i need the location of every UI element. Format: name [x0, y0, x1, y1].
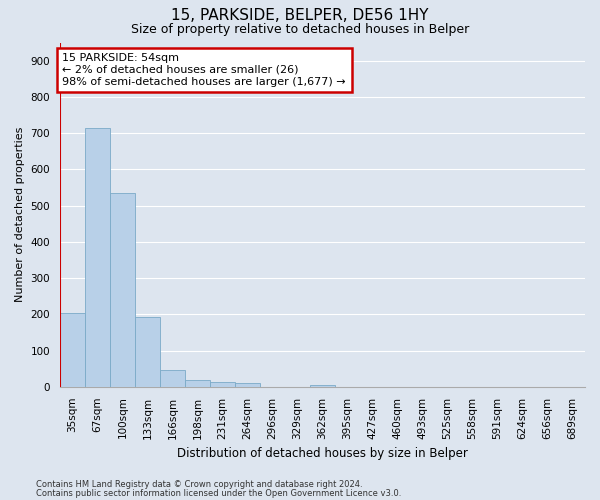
Text: Contains HM Land Registry data © Crown copyright and database right 2024.: Contains HM Land Registry data © Crown c… — [36, 480, 362, 489]
Bar — [235, 383, 260, 387]
Bar — [110, 194, 135, 387]
Text: Size of property relative to detached houses in Belper: Size of property relative to detached ho… — [131, 22, 469, 36]
Bar — [60, 313, 85, 387]
Text: 15 PARKSIDE: 54sqm
← 2% of detached houses are smaller (26)
98% of semi-detached: 15 PARKSIDE: 54sqm ← 2% of detached hous… — [62, 54, 346, 86]
Y-axis label: Number of detached properties: Number of detached properties — [15, 127, 25, 302]
X-axis label: Distribution of detached houses by size in Belper: Distribution of detached houses by size … — [177, 447, 468, 460]
Bar — [310, 385, 335, 387]
Text: Contains public sector information licensed under the Open Government Licence v3: Contains public sector information licen… — [36, 488, 401, 498]
Bar — [85, 128, 110, 387]
Bar — [185, 380, 210, 387]
Bar — [210, 382, 235, 387]
Text: 15, PARKSIDE, BELPER, DE56 1HY: 15, PARKSIDE, BELPER, DE56 1HY — [171, 8, 429, 22]
Bar — [160, 370, 185, 387]
Bar — [135, 317, 160, 387]
